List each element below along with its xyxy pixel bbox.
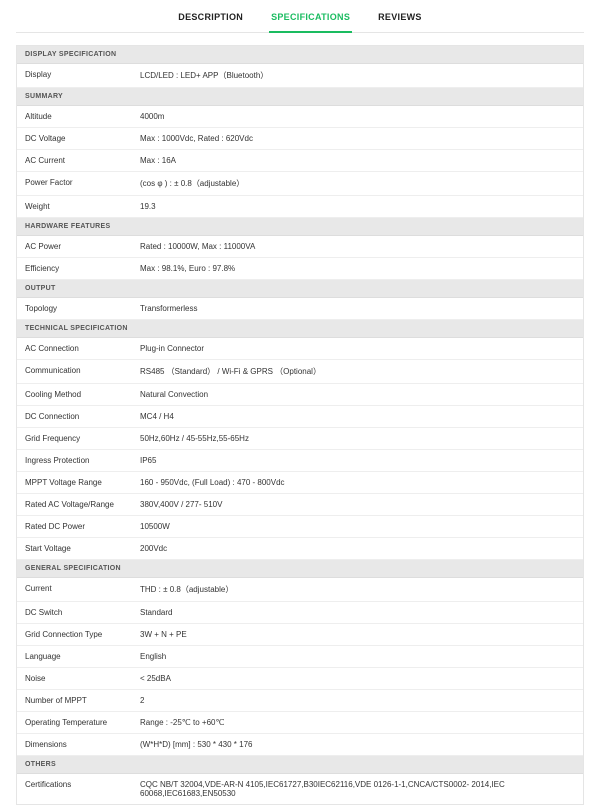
spec-value: Max : 16A <box>132 150 583 171</box>
spec-label: Topology <box>17 298 132 319</box>
spec-row: DC VoltageMax : 1000Vdc, Rated : 620Vdc <box>17 128 583 150</box>
spec-value: 3W + N + PE <box>132 624 583 645</box>
spec-row: DC ConnectionMC4 / H4 <box>17 406 583 428</box>
spec-label: Number of MPPT <box>17 690 132 711</box>
spec-row: Rated DC Power10500W <box>17 516 583 538</box>
spec-row: Number of MPPT2 <box>17 690 583 712</box>
spec-row: Operating TemperatureRange : -25℃ to +60… <box>17 712 583 734</box>
spec-value: Range : -25℃ to +60℃ <box>132 712 583 733</box>
spec-label: Start Voltage <box>17 538 132 559</box>
tab-description[interactable]: DESCRIPTION <box>176 8 245 26</box>
spec-label: DC Connection <box>17 406 132 427</box>
spec-label: Power Factor <box>17 172 132 195</box>
tabs-nav: DESCRIPTION SPECIFICATIONS REVIEWS <box>16 0 584 33</box>
spec-row: AC PowerRated : 10000W, Max : 11000VA <box>17 236 583 258</box>
spec-row: Rated AC Voltage/Range380V,400V / 277- 5… <box>17 494 583 516</box>
spec-label: DC Voltage <box>17 128 132 149</box>
spec-label: Display <box>17 64 132 87</box>
spec-label: Efficiency <box>17 258 132 279</box>
spec-label: Altitude <box>17 106 132 127</box>
spec-row: TopologyTransformerless <box>17 298 583 320</box>
spec-label: Weight <box>17 196 132 217</box>
spec-row: CommunicationRS485 （Standard） / Wi-Fi & … <box>17 360 583 384</box>
section-header: DISPLAY SPECIFICATION <box>17 46 583 64</box>
spec-value: 380V,400V / 277- 510V <box>132 494 583 515</box>
spec-label: MPPT Voltage Range <box>17 472 132 493</box>
spec-row: Cooling MethodNatural Convection <box>17 384 583 406</box>
spec-row: Altitude4000m <box>17 106 583 128</box>
spec-label: Ingress Protection <box>17 450 132 471</box>
spec-table: DISPLAY SPECIFICATIONDisplayLCD/LED : LE… <box>16 45 584 805</box>
spec-value: 4000m <box>132 106 583 127</box>
spec-value: 19.3 <box>132 196 583 217</box>
spec-value: 2 <box>132 690 583 711</box>
spec-value: IP65 <box>132 450 583 471</box>
spec-value: Plug-in Connector <box>132 338 583 359</box>
section-header: SUMMARY <box>17 88 583 106</box>
spec-value: Transformerless <box>132 298 583 319</box>
spec-value: CQC NB/T 32004,VDE-AR-N 4105,IEC61727,B3… <box>132 774 583 804</box>
spec-label: Cooling Method <box>17 384 132 405</box>
spec-row: AC CurrentMax : 16A <box>17 150 583 172</box>
spec-label: Noise <box>17 668 132 689</box>
spec-label: Communication <box>17 360 132 383</box>
spec-row: CurrentTHD : ± 0.8（adjustable） <box>17 578 583 602</box>
section-header: GENERAL SPECIFICATION <box>17 560 583 578</box>
spec-row: DC SwitchStandard <box>17 602 583 624</box>
spec-label: Current <box>17 578 132 601</box>
spec-label: Rated DC Power <box>17 516 132 537</box>
spec-row: Ingress ProtectionIP65 <box>17 450 583 472</box>
spec-value: LCD/LED : LED+ APP（Bluetooth） <box>132 64 583 87</box>
spec-label: Language <box>17 646 132 667</box>
section-header: HARDWARE FEATURES <box>17 218 583 236</box>
section-header: OUTPUT <box>17 280 583 298</box>
spec-value: THD : ± 0.8（adjustable） <box>132 578 583 601</box>
spec-label: AC Connection <box>17 338 132 359</box>
spec-value: (W*H*D) [mm] : 530 * 430 * 176 <box>132 734 583 755</box>
spec-value: Max : 1000Vdc, Rated : 620Vdc <box>132 128 583 149</box>
spec-value: 50Hz,60Hz / 45-55Hz,55-65Hz <box>132 428 583 449</box>
spec-label: Operating Temperature <box>17 712 132 733</box>
spec-value: Rated : 10000W, Max : 11000VA <box>132 236 583 257</box>
tab-reviews[interactable]: REVIEWS <box>376 8 424 26</box>
spec-row: LanguageEnglish <box>17 646 583 668</box>
spec-row: Dimensions(W*H*D) [mm] : 530 * 430 * 176 <box>17 734 583 756</box>
spec-label: Grid Frequency <box>17 428 132 449</box>
spec-label: DC Switch <box>17 602 132 623</box>
spec-label: Dimensions <box>17 734 132 755</box>
spec-label: AC Current <box>17 150 132 171</box>
spec-value: Natural Convection <box>132 384 583 405</box>
spec-row: DisplayLCD/LED : LED+ APP（Bluetooth） <box>17 64 583 88</box>
spec-row: Weight19.3 <box>17 196 583 218</box>
spec-row: CertificationsCQC NB/T 32004,VDE-AR-N 41… <box>17 774 583 804</box>
spec-label: Certifications <box>17 774 132 804</box>
spec-label: Rated AC Voltage/Range <box>17 494 132 515</box>
spec-row: Noise< 25dBA <box>17 668 583 690</box>
spec-row: Grid Connection Type3W + N + PE <box>17 624 583 646</box>
spec-label: AC Power <box>17 236 132 257</box>
spec-row: AC ConnectionPlug-in Connector <box>17 338 583 360</box>
spec-row: EfficiencyMax : 98.1%, Euro : 97.8% <box>17 258 583 280</box>
spec-value: 10500W <box>132 516 583 537</box>
spec-row: MPPT Voltage Range160 - 950Vdc, (Full Lo… <box>17 472 583 494</box>
section-header: TECHNICAL SPECIFICATION <box>17 320 583 338</box>
spec-value: 200Vdc <box>132 538 583 559</box>
spec-label: Grid Connection Type <box>17 624 132 645</box>
spec-value: MC4 / H4 <box>132 406 583 427</box>
tab-specifications[interactable]: SPECIFICATIONS <box>269 8 352 33</box>
spec-value: English <box>132 646 583 667</box>
spec-row: Grid Frequency50Hz,60Hz / 45-55Hz,55-65H… <box>17 428 583 450</box>
spec-value: (cos φ ) : ± 0.8（adjustable） <box>132 172 583 195</box>
spec-value: Standard <box>132 602 583 623</box>
spec-value: RS485 （Standard） / Wi-Fi & GPRS （Optiona… <box>132 360 583 383</box>
spec-value: < 25dBA <box>132 668 583 689</box>
spec-value: 160 - 950Vdc, (Full Load) : 470 - 800Vdc <box>132 472 583 493</box>
spec-value: Max : 98.1%, Euro : 97.8% <box>132 258 583 279</box>
spec-row: Start Voltage200Vdc <box>17 538 583 560</box>
section-header: OTHERS <box>17 756 583 774</box>
spec-row: Power Factor(cos φ ) : ± 0.8（adjustable） <box>17 172 583 196</box>
